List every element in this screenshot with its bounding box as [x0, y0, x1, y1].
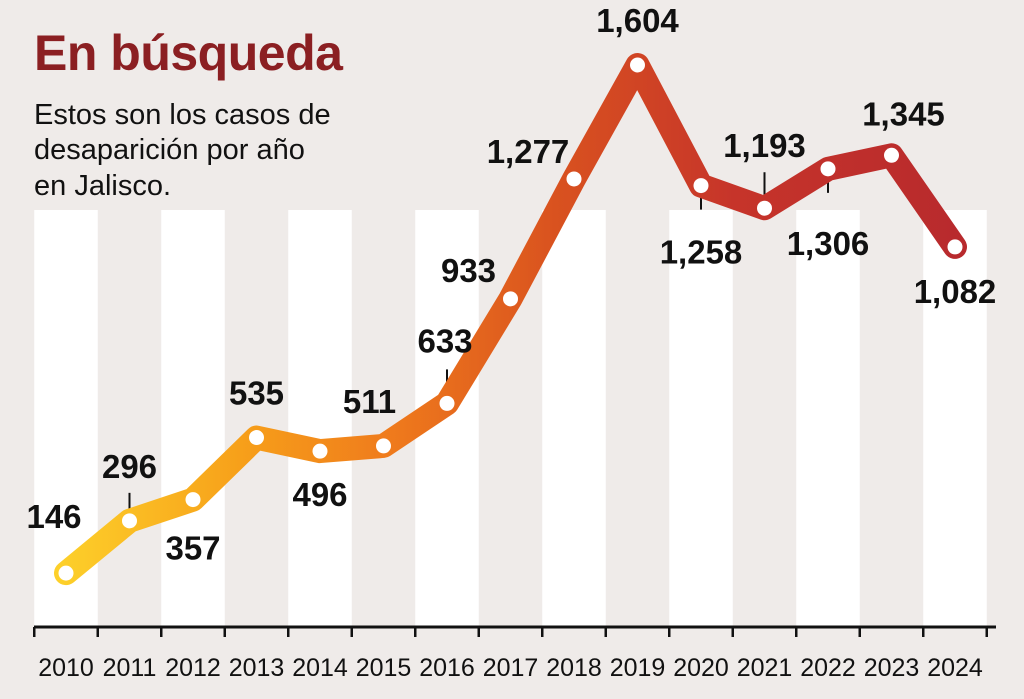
data-label: 1,193 — [723, 127, 806, 164]
data-point — [884, 147, 899, 163]
data-label: 535 — [229, 375, 284, 412]
subtitle-line: Estos son los casos de — [34, 99, 331, 131]
x-tick-labels: 2010 2011 2012 2013 2014 2015 2016 2017 2018 2019… — [38, 654, 983, 682]
data-point — [947, 239, 963, 255]
data-point — [630, 57, 645, 73]
x-tick-label: 2019 — [610, 654, 666, 682]
x-tick-label: 2017 — [483, 654, 539, 682]
data-points — [58, 57, 963, 581]
chart-subtitle: Estos son los casos de desaparición por … — [34, 98, 394, 204]
data-label: 511 — [343, 383, 396, 420]
data-point — [376, 438, 391, 454]
data-label: 1,306 — [787, 225, 870, 262]
data-point — [185, 492, 201, 508]
x-tick-label: 2014 — [292, 654, 348, 682]
background-stripe — [542, 210, 606, 627]
data-point — [249, 430, 264, 446]
x-tick-label: 2022 — [800, 654, 856, 682]
x-tick-label: 2023 — [864, 654, 920, 682]
data-label: 146 — [26, 498, 81, 535]
x-tick-label: 2016 — [419, 654, 475, 682]
data-label: 1,604 — [596, 2, 679, 39]
chart-title: En búsqueda — [34, 25, 343, 81]
x-tick-label: 2011 — [103, 654, 157, 682]
data-label: 933 — [441, 252, 496, 289]
background-stripe — [161, 210, 225, 627]
subtitle-line: en Jalisco. — [34, 169, 172, 202]
x-tick-label: 2013 — [229, 654, 285, 682]
data-label: 1,345 — [862, 95, 945, 132]
x-tick-label: 2018 — [546, 654, 602, 682]
data-labels: 146 296 357 535 496 511 633 933 1,277 1,604 1,258 1… — [26, 2, 996, 567]
subtitle-line: desaparición por año — [34, 134, 305, 167]
x-tick-label: 2010 — [38, 654, 94, 682]
data-point — [503, 291, 518, 307]
background-stripe — [923, 210, 987, 627]
x-tick-label: 2012 — [165, 654, 221, 682]
data-point — [58, 565, 74, 581]
data-label: 1,277 — [487, 133, 570, 170]
x-tick-label: 2020 — [673, 654, 729, 682]
data-label: 1,258 — [660, 234, 743, 271]
x-tick-label: 2024 — [927, 654, 983, 682]
data-point — [757, 200, 772, 216]
data-point — [122, 513, 137, 529]
data-label: 296 — [102, 448, 157, 485]
background-stripe — [288, 210, 352, 627]
data-point — [312, 443, 328, 459]
data-point — [693, 178, 709, 194]
x-axis — [33, 625, 996, 637]
background-stripe — [669, 210, 733, 627]
data-label: 633 — [417, 322, 472, 359]
x-tick-label: 2021 — [737, 654, 793, 682]
data-label: 496 — [292, 476, 347, 513]
data-label: 357 — [165, 530, 220, 567]
x-tick-label: 2015 — [356, 654, 412, 682]
data-point — [439, 395, 455, 411]
data-label: 1,082 — [914, 273, 997, 310]
data-point — [820, 161, 836, 177]
background-stripes — [34, 210, 987, 627]
data-point — [566, 171, 582, 187]
background-stripe — [796, 210, 860, 627]
